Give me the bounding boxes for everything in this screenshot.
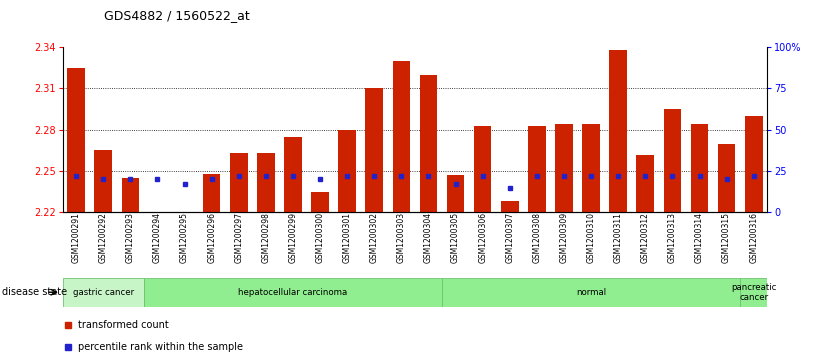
Bar [420, 75, 437, 212]
Bar [474, 126, 491, 212]
Bar [122, 178, 139, 212]
Text: percentile rank within the sample: percentile rank within the sample [78, 342, 243, 352]
Text: GSM1200297: GSM1200297 [234, 212, 244, 263]
Bar [442, 278, 741, 307]
Text: hepatocellular carcinoma: hepatocellular carcinoma [239, 288, 348, 297]
Text: GSM1200304: GSM1200304 [424, 212, 433, 264]
Bar [94, 150, 112, 212]
Bar [63, 278, 144, 307]
Bar [176, 212, 193, 215]
Text: normal: normal [576, 288, 606, 297]
Bar [447, 175, 465, 212]
Bar [230, 153, 248, 212]
Text: GSM1200311: GSM1200311 [614, 212, 623, 263]
Text: GSM1200313: GSM1200313 [668, 212, 677, 263]
Bar [284, 136, 302, 212]
Bar [339, 130, 356, 212]
Bar [745, 116, 762, 212]
Bar [691, 124, 708, 212]
Text: GSM1200309: GSM1200309 [560, 212, 569, 264]
Text: GSM1200306: GSM1200306 [478, 212, 487, 264]
Bar [664, 109, 681, 212]
Text: GSM1200303: GSM1200303 [397, 212, 406, 264]
Bar [582, 124, 600, 212]
Text: GSM1200308: GSM1200308 [532, 212, 541, 263]
Text: disease state: disease state [2, 287, 67, 297]
Bar [393, 61, 410, 212]
Text: GSM1200294: GSM1200294 [153, 212, 162, 263]
Bar [610, 50, 627, 212]
Text: GSM1200312: GSM1200312 [641, 212, 650, 263]
Bar [148, 212, 166, 219]
Bar [257, 153, 274, 212]
Bar [143, 278, 442, 307]
Text: gastric cancer: gastric cancer [73, 288, 133, 297]
Text: GSM1200291: GSM1200291 [72, 212, 81, 263]
Text: GSM1200305: GSM1200305 [451, 212, 460, 264]
Bar [203, 174, 220, 212]
Bar [636, 155, 654, 212]
Text: GSM1200298: GSM1200298 [261, 212, 270, 263]
Bar [311, 192, 329, 212]
Text: GSM1200292: GSM1200292 [98, 212, 108, 263]
Bar [501, 201, 519, 212]
Bar [555, 124, 573, 212]
Text: GSM1200300: GSM1200300 [315, 212, 324, 264]
Text: pancreatic
cancer: pancreatic cancer [731, 282, 776, 302]
Text: GSM1200301: GSM1200301 [343, 212, 352, 263]
Text: GDS4882 / 1560522_at: GDS4882 / 1560522_at [104, 9, 250, 22]
Text: GSM1200295: GSM1200295 [180, 212, 189, 263]
Text: GSM1200296: GSM1200296 [207, 212, 216, 263]
Text: GSM1200299: GSM1200299 [289, 212, 298, 263]
Bar [528, 126, 545, 212]
Text: GSM1200316: GSM1200316 [749, 212, 758, 263]
Bar [365, 89, 383, 212]
Text: transformed count: transformed count [78, 321, 168, 330]
Bar [741, 278, 767, 307]
Bar [718, 143, 736, 212]
Text: GSM1200310: GSM1200310 [586, 212, 595, 263]
Text: GSM1200302: GSM1200302 [369, 212, 379, 263]
Text: GSM1200314: GSM1200314 [695, 212, 704, 263]
Text: GSM1200307: GSM1200307 [505, 212, 515, 264]
Text: GSM1200293: GSM1200293 [126, 212, 135, 263]
Text: GSM1200315: GSM1200315 [722, 212, 731, 263]
Bar [68, 68, 85, 212]
